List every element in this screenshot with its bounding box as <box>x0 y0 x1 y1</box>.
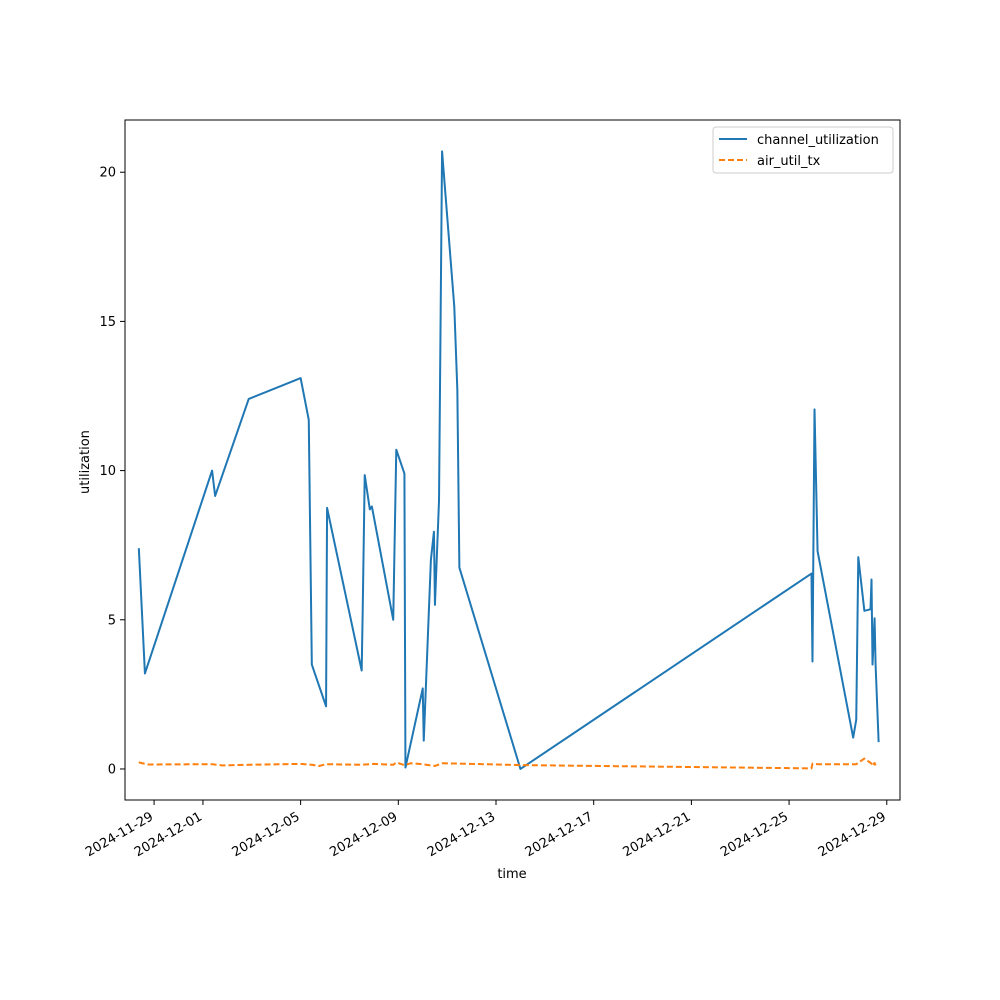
series-layer <box>137 150 880 770</box>
y-tick-label: 5 <box>108 613 116 628</box>
series-line-air-util-tx <box>138 757 877 770</box>
legend-box <box>712 126 894 174</box>
legend-label-air-util-tx: air_util_tx <box>757 154 821 169</box>
legend-label-channel-utilization: channel_utilization <box>757 133 879 148</box>
legend: channel_utilization air_util_tx <box>712 126 894 174</box>
y-tick-label: 20 <box>99 166 116 181</box>
plot-frame <box>124 119 901 801</box>
y-tick-label: 15 <box>99 315 116 330</box>
y-tick-label: 10 <box>99 464 116 479</box>
x-axis-label: time <box>497 867 526 882</box>
y-axis: 0 5 10 15 20 <box>99 166 125 777</box>
y-axis-label: utilization <box>78 430 93 494</box>
series-line-channel-utilization <box>137 150 880 770</box>
y-tick-label: 0 <box>108 762 116 777</box>
